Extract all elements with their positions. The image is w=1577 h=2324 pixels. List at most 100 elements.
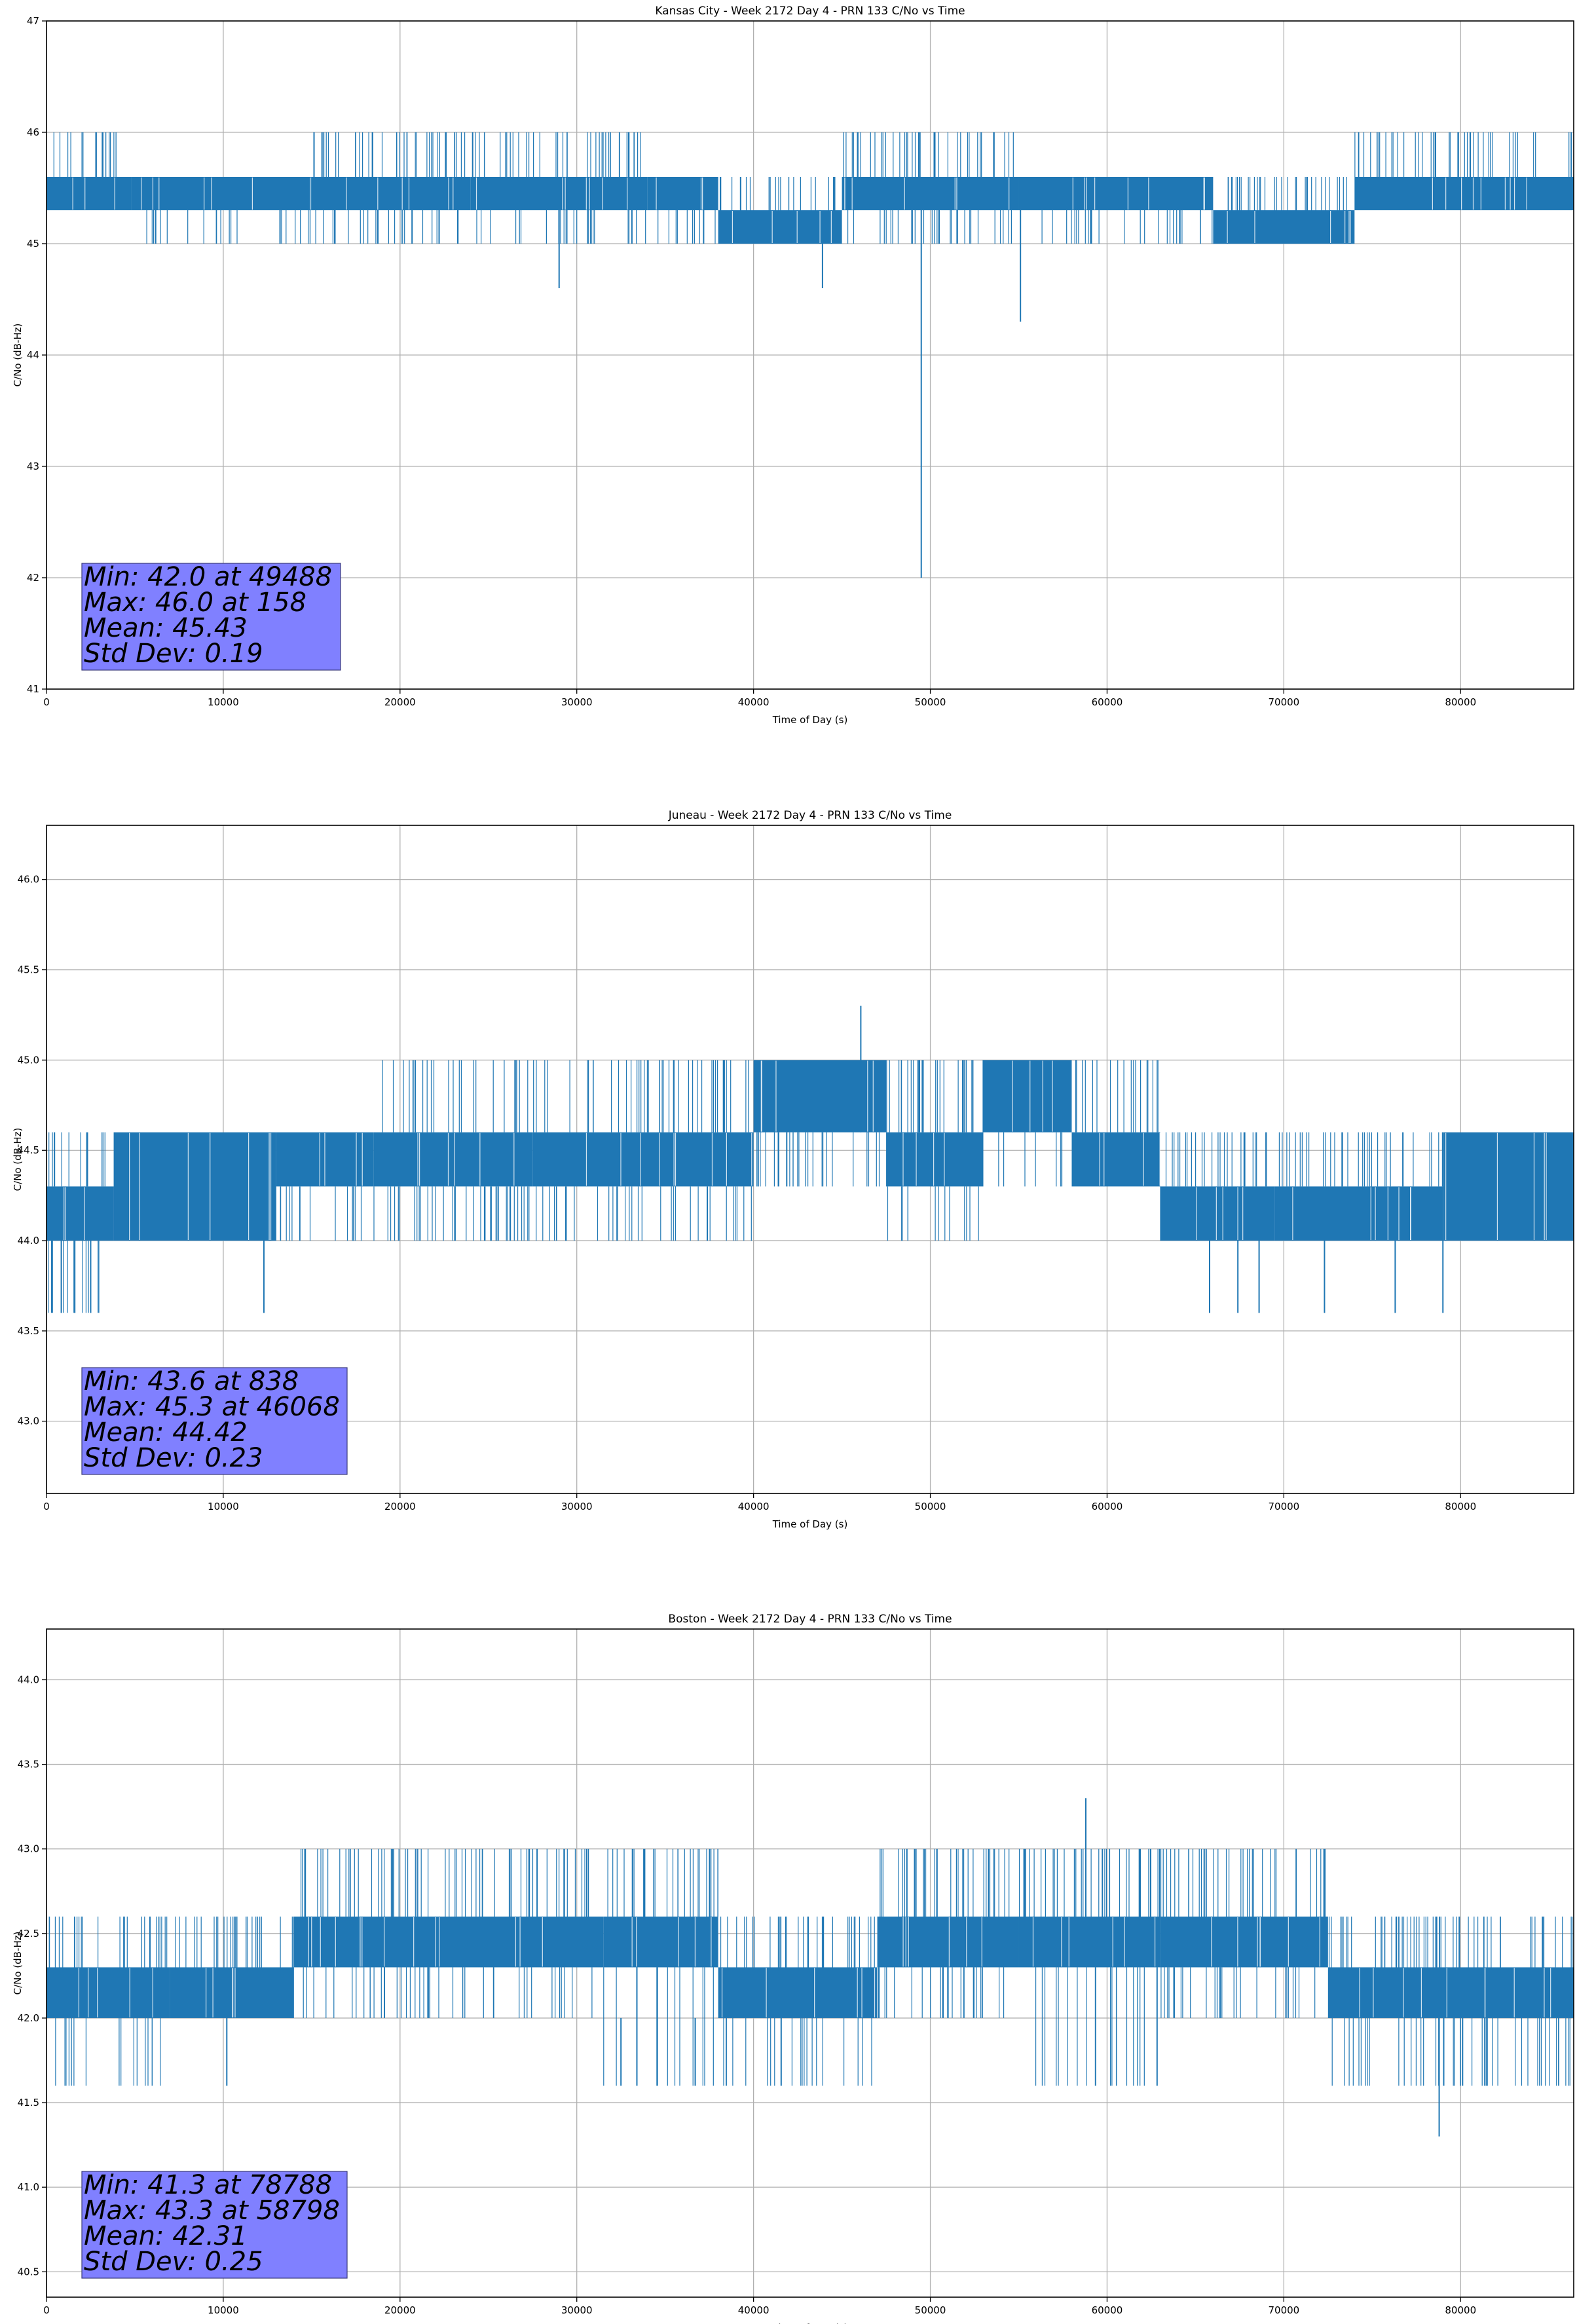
- stats-line: Max: 46.0 at 158: [84, 588, 306, 618]
- x-tick-label: 70000: [1268, 2304, 1299, 2316]
- x-tick-label: 10000: [208, 2304, 239, 2316]
- chart-title: Boston - Week 2172 Day 4 - PRN 133 C/No …: [668, 1613, 952, 1626]
- y-tick-label: 45.5: [18, 964, 39, 976]
- x-axis-label: Time of Day (s): [772, 2322, 848, 2324]
- y-axis-label: C/No (dB-Hz): [12, 1128, 24, 1191]
- data-band: [113, 1132, 276, 1241]
- x-tick-label: 0: [43, 1501, 50, 1512]
- stats-line: Mean: 45.43: [84, 613, 248, 643]
- y-tick-label: 44.0: [18, 1674, 39, 1685]
- x-tick-label: 60000: [1092, 696, 1123, 708]
- data-band: [1018, 1916, 1160, 1968]
- data-band: [983, 1060, 1072, 1133]
- x-tick-label: 50000: [915, 696, 946, 708]
- stats-line: Std Dev: 0.25: [84, 2247, 263, 2277]
- y-tick-label: 47: [27, 15, 39, 27]
- data-band: [886, 1132, 984, 1187]
- y-tick-label: 43.0: [18, 1415, 39, 1427]
- data-band: [311, 177, 471, 210]
- x-tick-label: 40000: [738, 1501, 770, 1512]
- y-tick-label: 41: [27, 683, 39, 695]
- x-tick-label: 20000: [384, 696, 416, 708]
- y-tick-label: 42: [27, 572, 39, 584]
- data-band: [46, 1967, 170, 2018]
- y-tick-label: 46.0: [18, 874, 39, 886]
- stats-box: [81, 2171, 348, 2279]
- data-band: [718, 210, 842, 244]
- x-tick-label: 60000: [1092, 2304, 1123, 2316]
- chart-2: 0 10000 20000 30000 40000 50000 60000 70000 8000…: [12, 809, 1574, 1530]
- data-band: [1443, 1132, 1574, 1241]
- chart-title: Juneau - Week 2172 Day 4 - PRN 133 C/No …: [668, 809, 952, 822]
- series-line: [46, 1798, 1574, 2137]
- series-line: [46, 1005, 1574, 1313]
- data-band: [753, 1060, 887, 1133]
- x-tick-label: 50000: [915, 2304, 946, 2316]
- y-tick-label: 43: [27, 460, 39, 472]
- data-band: [718, 1967, 878, 2018]
- series-spikes: [53, 132, 1572, 244]
- y-tick-label: 42.5: [18, 1928, 39, 1940]
- x-tick-label: 80000: [1445, 2304, 1476, 2316]
- stats-line: Min: 43.6 at 838: [84, 1366, 299, 1396]
- data-band: [293, 1916, 604, 1968]
- stats-line: Std Dev: 0.19: [84, 639, 263, 669]
- y-tick-label: 41.0: [18, 2181, 39, 2193]
- x-tick-label: 50000: [915, 1501, 946, 1512]
- y-axis-label: C/No (dB-Hz): [12, 1932, 24, 1995]
- data-band: [647, 177, 718, 210]
- data-band: [842, 177, 1019, 210]
- stats-line: Max: 43.3 at 58798: [84, 2196, 340, 2226]
- stats-box: [81, 1367, 348, 1475]
- stats-line: Mean: 42.31: [84, 2221, 248, 2251]
- y-tick-label: 41.5: [18, 2097, 39, 2108]
- data-band: [1327, 1967, 1574, 2018]
- data-band: [1213, 210, 1355, 244]
- x-tick-label: 30000: [561, 2304, 593, 2316]
- chart-1: 0 10000 20000 30000 40000 50000 60000 70000 8000…: [12, 5, 1574, 726]
- data-band: [1160, 1916, 1328, 1968]
- stats-box: [81, 563, 341, 671]
- data-band: [532, 1132, 754, 1187]
- y-tick-label: 44.5: [18, 1144, 39, 1156]
- y-tick-label: 43.0: [18, 1843, 39, 1855]
- x-tick-label: 80000: [1445, 1501, 1476, 1512]
- x-axis-label: Time of Day (s): [772, 714, 848, 726]
- x-tick-label: 40000: [738, 2304, 770, 2316]
- stats-line: Max: 45.3 at 46068: [84, 1392, 340, 1422]
- chart-title: Kansas City - Week 2172 Day 4 - PRN 133 …: [655, 5, 965, 18]
- stats-line: Std Dev: 0.23: [84, 1443, 263, 1473]
- data-band: [1160, 1186, 1275, 1241]
- plot-area-frame: [46, 825, 1574, 1494]
- x-tick-label: 30000: [561, 1501, 593, 1512]
- y-tick-label: 44.0: [18, 1235, 39, 1246]
- x-tick-label: 20000: [384, 2304, 416, 2316]
- data-band: [1071, 1132, 1160, 1187]
- data-band: [46, 177, 132, 210]
- x-axis-label: Time of Day (s): [772, 1518, 848, 1530]
- data-band: [1354, 177, 1574, 210]
- x-tick-label: 70000: [1268, 696, 1299, 708]
- y-tick-label: 46: [27, 126, 39, 138]
- y-tick-label: 43.5: [18, 1325, 39, 1337]
- y-tick-label: 45.0: [18, 1054, 39, 1066]
- stats-line: Mean: 44.42: [84, 1417, 248, 1448]
- chart-3: 0 10000 20000 30000 40000 50000 60000 70000 8000…: [12, 1613, 1574, 2324]
- x-tick-label: 10000: [208, 1501, 239, 1512]
- y-tick-label: 45: [27, 238, 39, 250]
- x-tick-label: 20000: [384, 1501, 416, 1512]
- data-band: [470, 177, 648, 210]
- y-tick-label: 44: [27, 349, 39, 361]
- stats-line: Min: 42.0 at 49488: [84, 562, 332, 592]
- y-axis-label: C/No (dB-Hz): [12, 324, 24, 387]
- data-band: [1274, 1186, 1443, 1241]
- x-tick-label: 70000: [1268, 1501, 1299, 1512]
- plot-area-frame: [46, 1628, 1574, 2298]
- x-tick-label: 80000: [1445, 696, 1476, 708]
- x-tick-label: 60000: [1092, 1501, 1123, 1512]
- data-band: [1018, 177, 1214, 210]
- stats-line: Min: 41.3 at 78788: [84, 2170, 332, 2200]
- data-band: [603, 1916, 718, 1968]
- series-spikes: [48, 1848, 1573, 2086]
